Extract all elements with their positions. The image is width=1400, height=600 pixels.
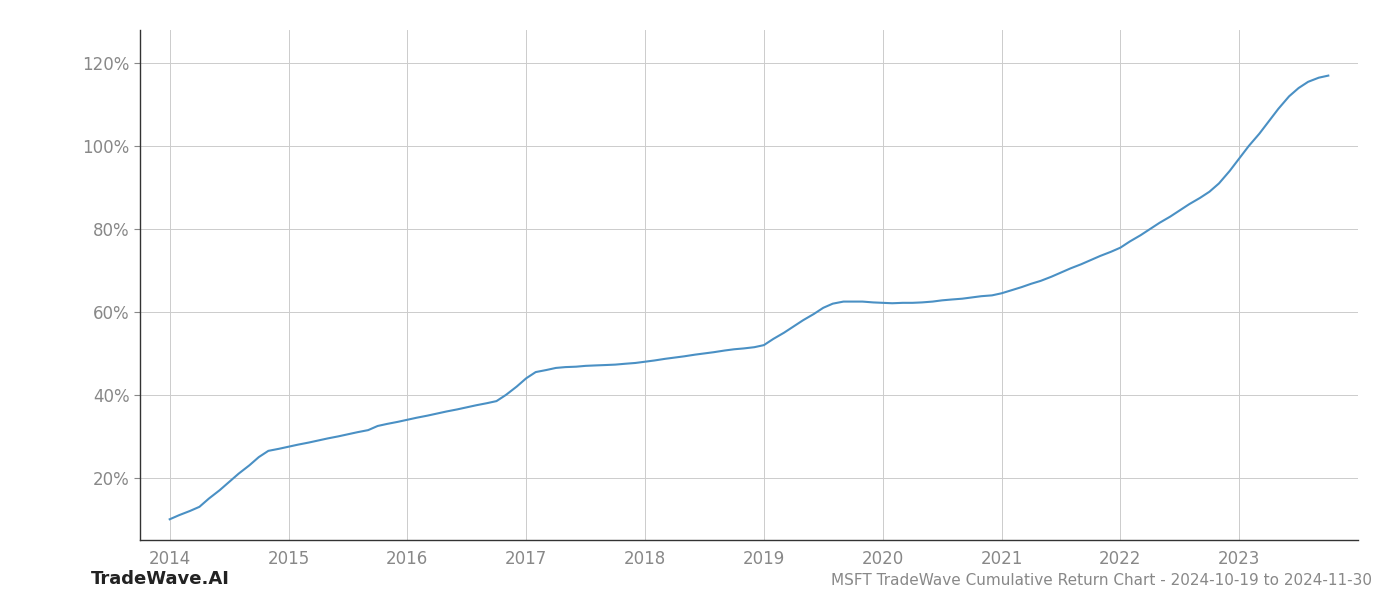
- Text: TradeWave.AI: TradeWave.AI: [91, 570, 230, 588]
- Text: MSFT TradeWave Cumulative Return Chart - 2024-10-19 to 2024-11-30: MSFT TradeWave Cumulative Return Chart -…: [832, 573, 1372, 588]
